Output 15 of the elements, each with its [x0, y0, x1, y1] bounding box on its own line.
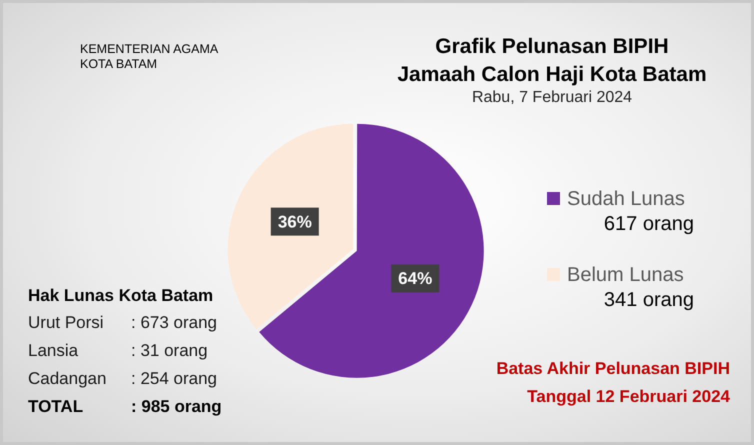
data-label: 36%	[278, 212, 312, 232]
text: 617 orang	[604, 212, 694, 236]
text: Hak Lunas Kota Batam	[28, 285, 214, 307]
text: TOTAL : 985 orang	[28, 396, 222, 418]
text: Urut Porsi : 673 orang	[28, 312, 218, 334]
text: Lansia : 31 orang	[28, 340, 208, 362]
text: Cadangan : 254 orang	[28, 368, 218, 390]
chart-title: Grafik Pelunasan BIPIH Jamaah Calon Haji Kota Batam	[396, 34, 708, 88]
text: Batas Akhir Pelunasan BIPIH Tanggal 12 Februari 2024	[496, 358, 730, 408]
data-label: 64%	[398, 269, 432, 288]
legend-label: Sudah Lunas	[567, 187, 685, 211]
text: 341 orang	[604, 288, 694, 312]
chart-subtitle: Rabu, 7 Februari 2024	[470, 88, 634, 108]
text: KEMENTERIAN AGAMA KOTA BATAM	[80, 42, 218, 72]
legend-label: Belum Lunas	[567, 263, 684, 287]
